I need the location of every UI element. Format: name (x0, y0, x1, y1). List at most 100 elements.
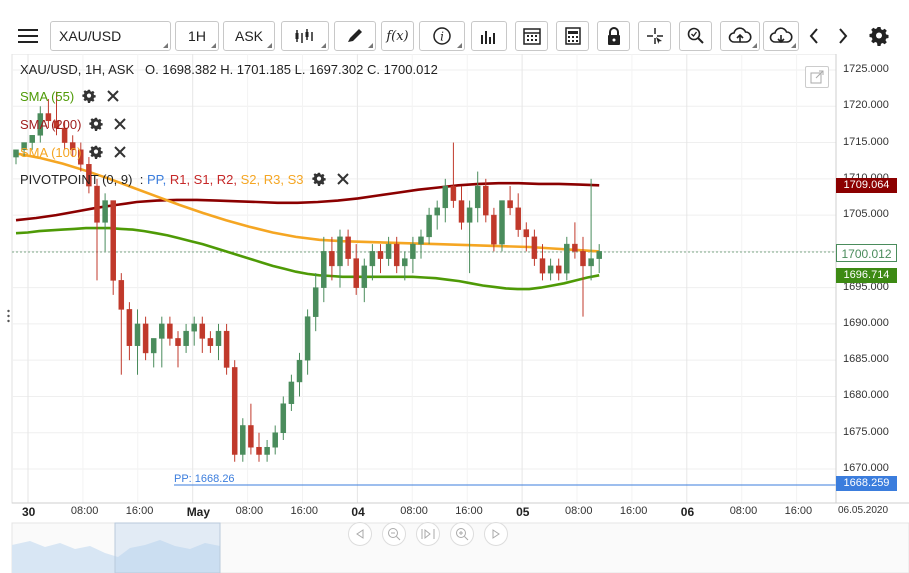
candle (499, 200, 505, 252)
download-button[interactable] (763, 21, 799, 51)
candle-body (345, 236, 351, 259)
candle (69, 135, 76, 158)
candle-body (434, 207, 440, 216)
symbol-selector[interactable]: XAU/USD (50, 21, 171, 51)
candle-body (126, 309, 133, 346)
info-button[interactable]: i (419, 21, 465, 51)
scroll-forward-button[interactable] (484, 522, 508, 546)
candle (337, 229, 343, 288)
timeframe-selector[interactable]: 1H (175, 21, 219, 51)
candle (86, 157, 92, 194)
scroll-back-button[interactable] (348, 522, 372, 546)
reset-view-button[interactable] (416, 522, 440, 546)
close-icon[interactable] (111, 143, 129, 161)
candle-body (207, 338, 214, 346)
candle (393, 236, 400, 274)
candle (240, 418, 246, 462)
pivot-level-r1: R1, (169, 171, 194, 187)
chart-area[interactable]: XAU/USD, 1H, ASK O. 1698.382 H. 1701.185… (0, 54, 909, 573)
candle-body (385, 243, 392, 259)
calendar-button[interactable] (515, 21, 548, 51)
scroll-right-button[interactable] (832, 21, 854, 51)
gear-icon[interactable] (310, 170, 328, 188)
close-icon[interactable] (334, 170, 352, 188)
candle-body (466, 207, 473, 223)
candle (110, 200, 116, 295)
high-value: H. 1701.185 (220, 62, 292, 77)
candle-body (118, 280, 125, 310)
candle-body (248, 425, 254, 448)
lock-button[interactable] (597, 21, 630, 51)
x-tick-label: 08:00 (565, 505, 593, 517)
dropdown-corner-icon (791, 43, 796, 48)
close-icon[interactable] (111, 115, 129, 133)
x-tick-label: 08:00 (70, 505, 99, 517)
close-icon[interactable] (104, 87, 122, 105)
candle (450, 142, 457, 208)
ohlc-header: XAU/USD, 1H, ASK O. 1698.382 H. 1701.185… (20, 62, 438, 77)
candle-body (159, 323, 165, 339)
x-tick-label: 08:00 (235, 505, 264, 517)
pencil-icon (348, 29, 362, 42)
upload-button[interactable] (720, 21, 760, 51)
candle-body (410, 243, 416, 259)
triangle-right-icon (492, 529, 500, 539)
candle-body (312, 287, 319, 317)
candle (491, 207, 497, 252)
document-icon (564, 27, 581, 45)
chart-type-button[interactable] (281, 21, 329, 51)
gear-icon[interactable] (87, 143, 105, 161)
indicators-button[interactable]: f(x) (381, 21, 414, 51)
panel-resize-handle[interactable] (7, 308, 10, 324)
sma200-legend: SMA (200) (20, 115, 129, 133)
gear-icon[interactable] (87, 115, 105, 133)
settings-button[interactable] (866, 21, 892, 51)
candle-body (369, 251, 376, 267)
candle (142, 316, 149, 361)
navigator-window[interactable] (114, 522, 221, 573)
candle-body (361, 265, 368, 288)
drawing-tools-button[interactable] (334, 21, 376, 51)
price-type-selector[interactable]: ASK (223, 21, 275, 51)
price-chart[interactable] (0, 54, 909, 573)
candle (175, 331, 181, 368)
x-tick-label: 08:00 (729, 505, 758, 517)
candle (304, 309, 311, 375)
candle (547, 258, 554, 281)
scroll-left-button[interactable] (803, 21, 825, 51)
pivot-legend: PIVOTPOINT (0, 9) : PP, R1, S1, R2, S2, … (20, 170, 352, 188)
candle (369, 244, 376, 281)
crosshair-icon (646, 28, 663, 44)
close-value: C. 1700.012 (366, 62, 438, 77)
candle (507, 186, 513, 216)
crosshair-button[interactable] (638, 21, 671, 51)
candle (207, 331, 214, 353)
expand-button[interactable] (805, 66, 829, 88)
candle-body (296, 359, 303, 383)
candle (280, 396, 287, 440)
zoom-out-button[interactable] (382, 522, 406, 546)
candle-body (337, 236, 343, 267)
candle (353, 244, 359, 295)
candle (199, 316, 206, 353)
candle (61, 120, 68, 150)
zoom-icon (687, 27, 704, 44)
candle-body (199, 323, 206, 339)
menu-button[interactable] (10, 21, 46, 51)
zoom-button[interactable] (679, 21, 712, 51)
candle (531, 229, 538, 266)
print-button[interactable] (556, 21, 589, 51)
gear-icon (869, 27, 889, 46)
candle (539, 244, 546, 281)
candle-body (483, 185, 489, 216)
volume-button[interactable] (471, 21, 507, 51)
y-tick-label: 1725.000 (843, 63, 889, 75)
candle-body (426, 214, 432, 238)
candle (134, 309, 141, 375)
candle (474, 171, 481, 223)
zoom-in-button[interactable] (450, 522, 474, 546)
candle (13, 149, 19, 165)
gear-icon[interactable] (80, 87, 98, 105)
candle-body (53, 120, 60, 129)
hamburger-icon (18, 29, 38, 43)
